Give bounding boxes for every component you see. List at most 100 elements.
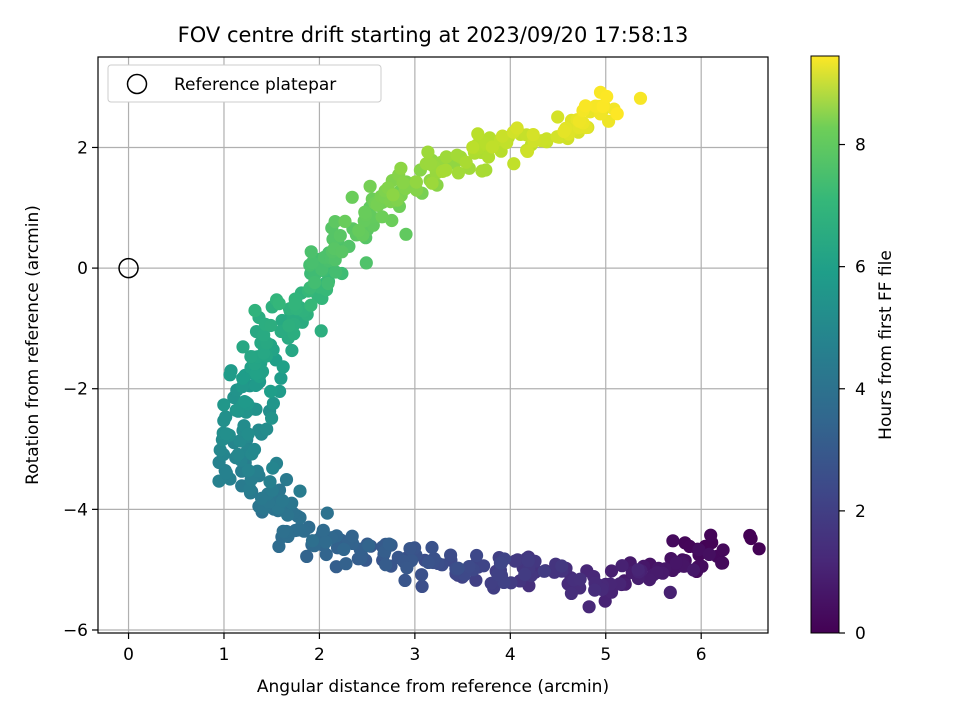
scatter-point (692, 543, 706, 557)
x-tick-label: 1 (219, 645, 230, 665)
scatter-point (510, 121, 524, 135)
scatter-point (495, 129, 510, 143)
scatter-point (266, 396, 280, 410)
scatter-point (279, 473, 294, 487)
scatter-point (423, 156, 438, 171)
scatter-point (526, 128, 540, 142)
scatter-point (264, 384, 278, 398)
scatter-point (248, 303, 262, 318)
colorbar-tick-label: 6 (855, 258, 866, 278)
scatter-point (555, 559, 569, 573)
scatter-point (319, 535, 333, 549)
scatter-point (521, 554, 535, 568)
y-axis-ticks: −6 −4 −2 0 2 (63, 138, 98, 641)
scatter-point (643, 573, 657, 587)
scatter-point (409, 175, 423, 189)
reference-platepar-marker (118, 257, 139, 279)
scatter-point (743, 528, 757, 543)
legend-marker-reference (126, 73, 148, 95)
scatter-point (425, 540, 439, 555)
scatter-point (379, 558, 393, 572)
scatter-point (219, 410, 233, 424)
scatter-point (702, 547, 716, 562)
colorbar-label: Hours from first FF file (876, 250, 896, 440)
scatter-point (386, 188, 400, 202)
scatter-point (362, 539, 376, 553)
scatter-point (276, 524, 290, 538)
x-axis-ticks: 0 1 2 3 4 5 6 (123, 633, 707, 665)
scatter-point (415, 579, 429, 594)
legend-box (107, 64, 382, 103)
colorbar-tick-label: 4 (855, 380, 866, 400)
scatter-point (396, 176, 410, 190)
scatter-point (236, 371, 250, 385)
y-tick-label: −4 (63, 500, 88, 520)
scatter-point (358, 205, 372, 219)
scatter-point (715, 556, 729, 570)
scatter-point (704, 528, 718, 542)
scatter-point (481, 150, 496, 164)
scatter-points (212, 85, 766, 614)
scatter-point (288, 297, 302, 311)
scatter-point (394, 161, 408, 175)
scatter-point (451, 166, 465, 180)
scatter-point (281, 508, 295, 522)
scatter-point (308, 275, 322, 290)
scatter-point (444, 548, 458, 562)
scatter-point (716, 543, 730, 557)
scatter-point (305, 534, 320, 548)
scatter-point (439, 150, 453, 164)
scatter-point (314, 324, 328, 338)
scatter-point (265, 411, 279, 425)
x-tick-label: 2 (314, 645, 325, 665)
scatter-point (600, 89, 614, 104)
x-tick-label: 3 (409, 645, 420, 665)
scatter-point (276, 360, 290, 374)
scatter-point (421, 555, 435, 570)
scatter-point (300, 549, 314, 564)
scatter-point (582, 600, 596, 614)
scatter-point (475, 164, 489, 178)
scatter-point (282, 319, 296, 333)
y-tick-label: 0 (77, 259, 88, 279)
scatter-point (321, 276, 335, 291)
scatter-point (375, 210, 389, 224)
x-axis-label: Angular distance from reference (arcmin) (257, 677, 609, 697)
scatter-point (304, 298, 318, 312)
y-tick-label: 2 (77, 138, 88, 158)
colorbar (810, 55, 840, 634)
scatter-point (485, 140, 499, 154)
scatter-point (459, 155, 473, 169)
scatter-point (236, 340, 250, 354)
scatter-point (596, 99, 610, 114)
scatter-point (223, 368, 237, 382)
scatter-point (244, 350, 258, 364)
scatter-point (686, 563, 701, 577)
scatter-point (339, 557, 353, 571)
scatter-point (272, 297, 286, 311)
scatter-point (439, 163, 453, 177)
scatter-point (518, 567, 532, 582)
scatter-point (260, 422, 274, 436)
x-tick-label: 5 (600, 645, 611, 665)
colorbar-tick-label: 8 (855, 136, 866, 156)
scatter-point (415, 568, 429, 582)
scatter-point (275, 494, 290, 508)
scatter-point (613, 577, 627, 591)
y-tick-label: −6 (63, 621, 88, 641)
scatter-point (257, 328, 271, 342)
scatter-point (352, 224, 366, 238)
scatter-point (345, 529, 359, 543)
scatter-point (573, 572, 587, 586)
scatter-point (466, 140, 480, 154)
scatter-point (249, 366, 263, 381)
scatter-point (421, 145, 435, 159)
scatter-point (610, 107, 624, 121)
scatter-point (219, 427, 233, 441)
scatter-point (320, 506, 334, 520)
x-tick-label: 4 (505, 645, 516, 665)
scatter-point (398, 573, 412, 588)
scatter-point (293, 484, 307, 498)
scatter-point (450, 148, 464, 162)
